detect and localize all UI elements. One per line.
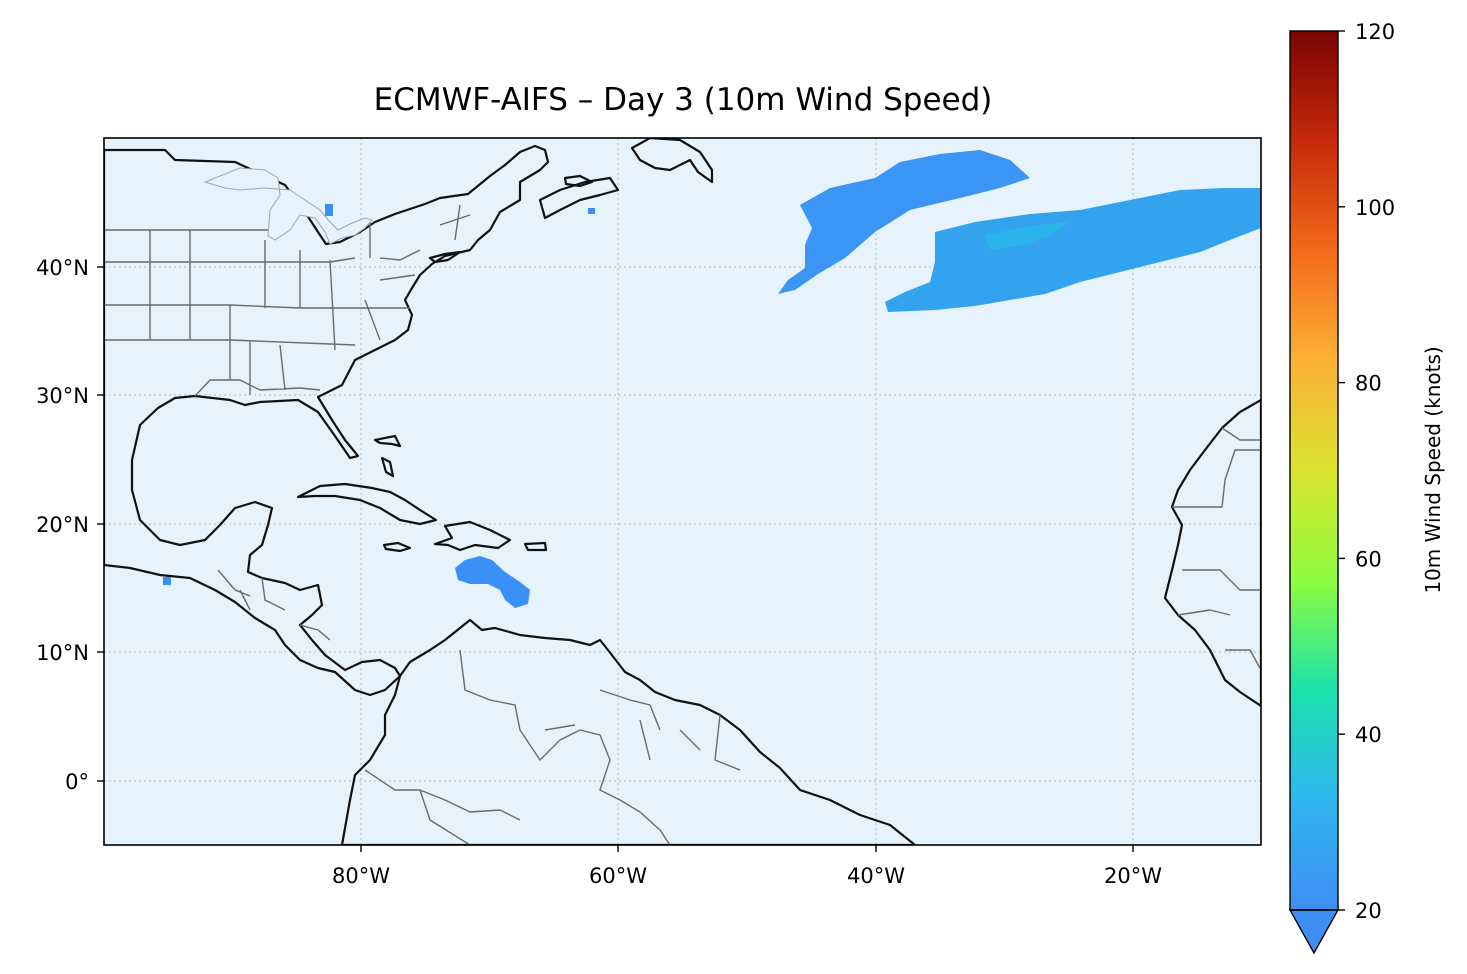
- colorbar-tick-label: 80: [1355, 372, 1382, 396]
- wind-region-jet-west: [778, 150, 1030, 294]
- wind-region-jet-east: [885, 188, 1261, 312]
- colorbar-outline: [1289, 30, 1339, 911]
- y-tick-label: 40°N: [36, 256, 89, 280]
- africa-land: [1163, 398, 1261, 708]
- y-tick-label: 20°N: [36, 513, 89, 537]
- y-tick-label: 0°: [65, 770, 89, 794]
- x-axis: 80°W 60°W 40°W 20°W: [332, 845, 1162, 888]
- chart-title: ECMWF-AIFS – Day 3 (10m Wind Speed): [374, 82, 993, 118]
- x-tick-label: 80°W: [332, 864, 390, 888]
- map-panel: 80°W 60°W 40°W 20°W 40°N 30°N 20°N 10°N …: [36, 137, 1262, 888]
- colorbar-tick-label: 120: [1355, 20, 1395, 44]
- cuba-island: [296, 482, 438, 526]
- country-borders-south-america: [364, 649, 741, 845]
- jamaica-island: [382, 541, 412, 553]
- x-tick-label: 40°W: [847, 864, 905, 888]
- bahamas-islands: [373, 434, 402, 478]
- newfoundland: [630, 138, 714, 184]
- pei-island: [563, 174, 594, 188]
- y-tick-label: 30°N: [36, 384, 89, 408]
- map-frame: [103, 137, 1262, 846]
- puerto-rico-island: [523, 541, 548, 552]
- wind-speed-field: [163, 150, 1261, 608]
- colorbar: 20 40 60 80 100 120 10m Wind Speed (knots): [1288, 20, 1445, 955]
- north-america-land: [104, 144, 550, 697]
- colorbar-tick-label: 40: [1355, 723, 1382, 747]
- x-tick-label: 20°W: [1104, 864, 1162, 888]
- y-tick-label: 10°N: [36, 641, 89, 665]
- state-borders: [104, 204, 471, 397]
- colorbar-label: 10m Wind Speed (knots): [1421, 346, 1445, 593]
- colorbar-ticks: 20 40 60 80 100 120: [1338, 20, 1395, 923]
- country-borders-africa: [1172, 427, 1261, 671]
- y-axis: 40°N 30°N 20°N 10°N 0°: [36, 256, 104, 794]
- wind-region-caribbean: [455, 556, 530, 608]
- colorbar-gradient: [1290, 31, 1338, 910]
- colorbar-extend-min-arrow: [1288, 909, 1340, 955]
- colorbar-tick-label: 20: [1355, 899, 1382, 923]
- wind-region-jet-east-core: [985, 222, 1070, 250]
- hispaniola-island: [433, 520, 512, 552]
- south-america-land: [340, 618, 917, 845]
- country-borders-central-america: [217, 569, 331, 641]
- colorbar-tick-label: 60: [1355, 547, 1382, 571]
- long-island: [428, 250, 462, 264]
- great-lakes: [203, 167, 373, 245]
- colorbar-tick-label: 100: [1355, 196, 1395, 220]
- x-tick-label: 60°W: [589, 864, 647, 888]
